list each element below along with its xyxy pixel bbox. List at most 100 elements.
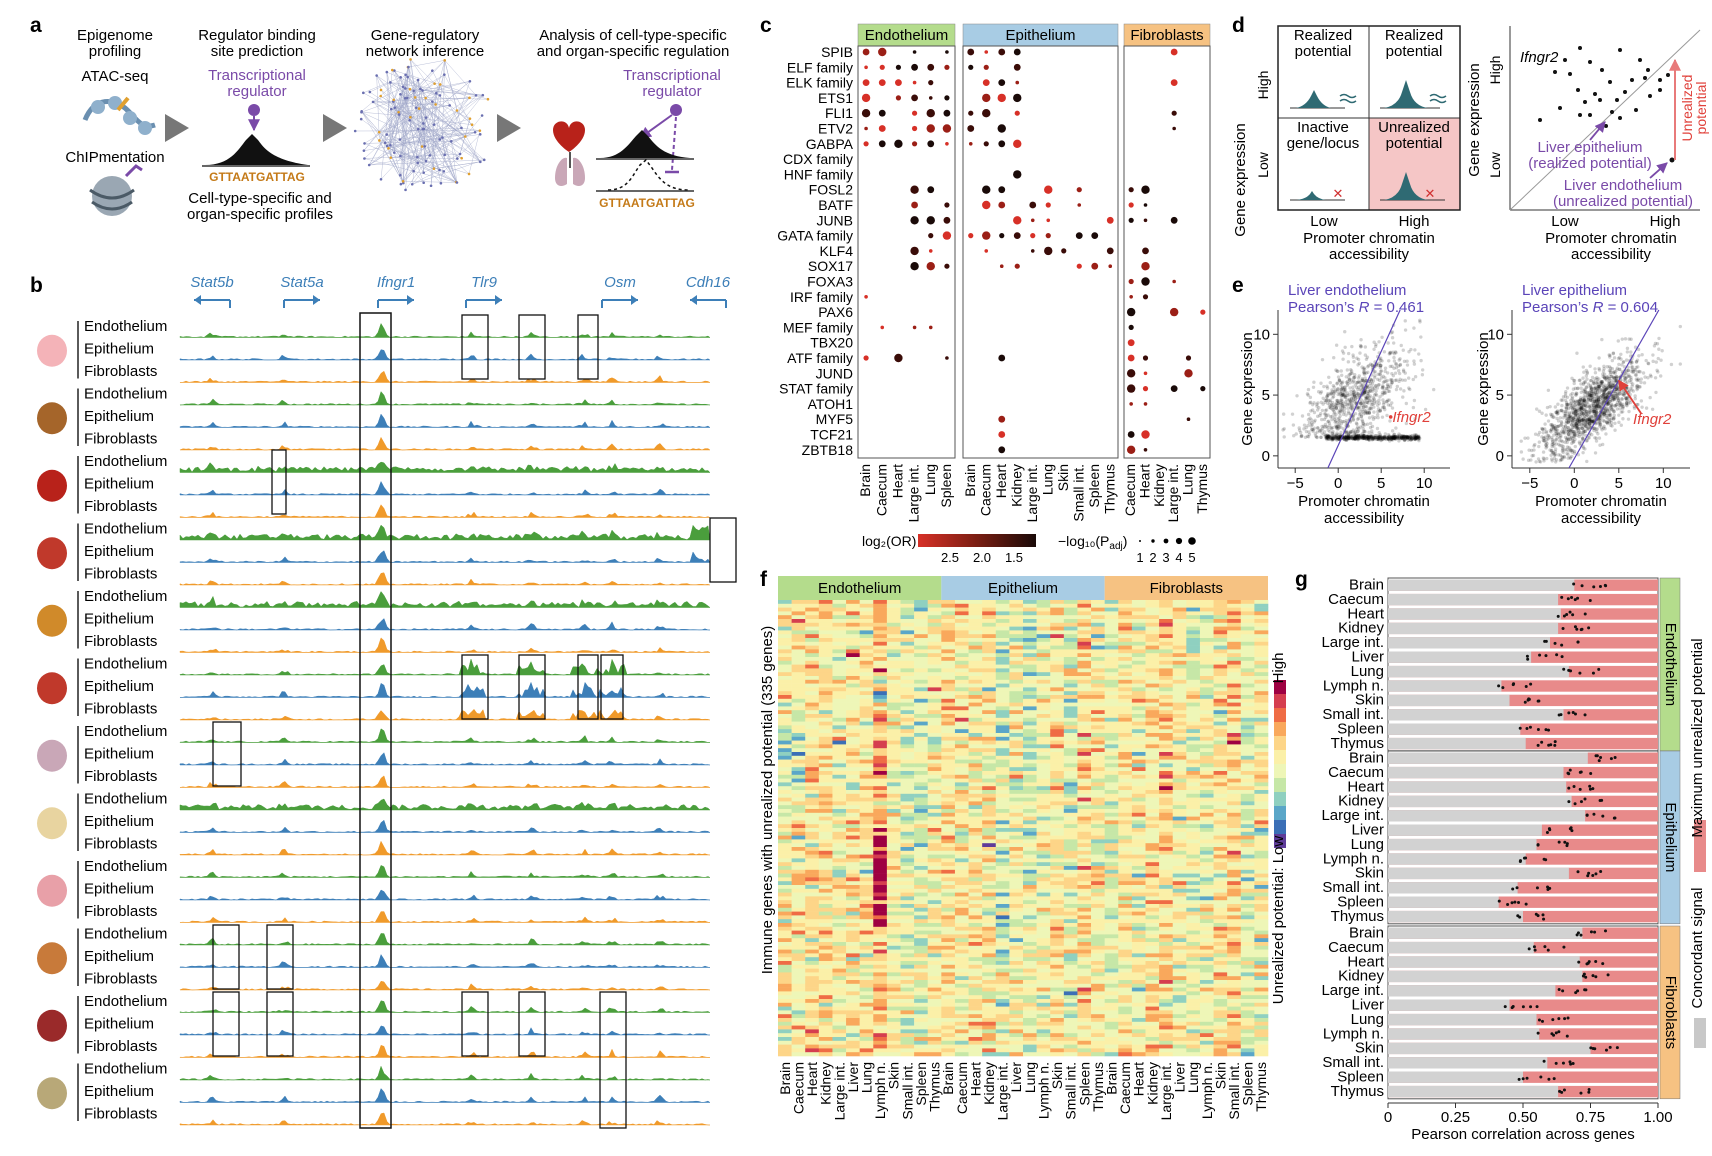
e-scatter-point bbox=[1395, 384, 1400, 389]
e-scatter-point bbox=[1578, 402, 1582, 406]
f-heatmap-cell bbox=[832, 835, 847, 840]
f-heatmap-cell bbox=[886, 911, 901, 916]
f-heatmap-cell bbox=[886, 1018, 901, 1023]
e-scatter-point bbox=[1420, 373, 1425, 377]
f-heatmap-cell bbox=[900, 1029, 915, 1034]
c-legend-size-tick: 4 bbox=[1175, 550, 1182, 565]
cell-type-label: Endothelium bbox=[84, 791, 167, 808]
f-heatmap-cell bbox=[914, 600, 929, 605]
f-heatmap-cell bbox=[818, 850, 833, 855]
d-scatter-point bbox=[1658, 78, 1662, 82]
e-scatter-point bbox=[1394, 366, 1399, 370]
c-enrichment-dot bbox=[984, 50, 989, 54]
f-heatmap-cell bbox=[886, 1002, 901, 1007]
f-heatmap-cell bbox=[927, 938, 942, 943]
e-scatter-point bbox=[1352, 376, 1356, 380]
f-heatmap-cell bbox=[818, 968, 833, 973]
f-heatmap-cell bbox=[886, 850, 901, 855]
f-heatmap-cell bbox=[873, 957, 888, 962]
f-heatmap-cell bbox=[927, 763, 942, 768]
e-scatter-point bbox=[1585, 459, 1589, 464]
e-scatter-point bbox=[1616, 339, 1620, 343]
f-heatmap-cell bbox=[900, 976, 915, 981]
f-heatmap-cell bbox=[859, 972, 874, 977]
e-scatter-point bbox=[1290, 412, 1295, 416]
f-heatmap-cell bbox=[805, 968, 820, 973]
f-heatmap-cell bbox=[873, 714, 888, 719]
f-heatmap-cell bbox=[914, 755, 929, 760]
f-heatmap-cell bbox=[859, 843, 874, 848]
f-heatmap-cell bbox=[818, 638, 833, 643]
f-heatmap-cell bbox=[859, 653, 874, 658]
network-node bbox=[404, 73, 407, 77]
f-heatmap-cell bbox=[859, 892, 874, 897]
e-scatter-point bbox=[1554, 429, 1559, 433]
f-heatmap-cell bbox=[927, 607, 942, 612]
e-scatter-point bbox=[1377, 430, 1381, 435]
d-xtick-high: High bbox=[1399, 213, 1430, 230]
e-scatter-point bbox=[1405, 363, 1410, 367]
f-heatmap-cell bbox=[778, 706, 792, 711]
f-heatmap-cell bbox=[818, 980, 833, 985]
f-heatmap-cell bbox=[873, 885, 888, 890]
f-heatmap-cell bbox=[778, 695, 792, 700]
f-heatmap-cell bbox=[791, 626, 806, 631]
f-heatmap-cell bbox=[791, 729, 806, 734]
cell-type-label: Epithelium bbox=[84, 408, 154, 425]
f-heatmap-cell bbox=[927, 957, 942, 962]
network-node bbox=[428, 154, 432, 157]
f-heatmap-cell bbox=[778, 619, 792, 624]
f-heatmap-cell bbox=[859, 828, 874, 833]
c-enrichment-dot bbox=[1141, 185, 1150, 194]
f-heatmap-cell bbox=[805, 672, 820, 677]
e-scatter-point bbox=[1346, 433, 1351, 438]
f-heatmap-cell bbox=[927, 603, 942, 608]
e-scatter-point bbox=[1358, 351, 1362, 355]
f-heatmap-cell bbox=[846, 641, 860, 646]
f-heatmap-cell bbox=[778, 911, 792, 916]
f-heatmap-cell bbox=[914, 698, 929, 703]
e-scatter-point bbox=[1292, 434, 1296, 438]
f-heatmap-cell bbox=[818, 790, 833, 795]
f-heatmap-cell bbox=[805, 683, 820, 688]
f-heatmap-cell bbox=[832, 771, 847, 776]
f-heatmap-cell bbox=[791, 702, 806, 707]
f-heatmap-cell bbox=[791, 721, 806, 726]
c-enrichment-dot bbox=[998, 354, 1006, 362]
d-q2-label-2: potential bbox=[1386, 43, 1443, 60]
f-heatmap-cell bbox=[886, 698, 901, 703]
f-heatmap-cell bbox=[900, 668, 915, 673]
f-heatmap-cell bbox=[927, 839, 942, 844]
network-node bbox=[424, 159, 428, 163]
cell-type-label: Epithelium bbox=[84, 678, 154, 695]
f-heatmap-cell bbox=[900, 812, 915, 817]
e-ylabel: Gene expression bbox=[1239, 332, 1256, 445]
f-heatmap-cell bbox=[846, 714, 860, 719]
c-enrichment-dot bbox=[968, 64, 974, 70]
f-heatmap-cell bbox=[859, 1029, 874, 1034]
c-enrichment-dot bbox=[1128, 202, 1134, 208]
f-heatmap-cell bbox=[805, 653, 820, 658]
f-heatmap-cell bbox=[818, 999, 833, 1004]
f-heatmap-cell bbox=[859, 1018, 874, 1023]
f-heatmap-cell bbox=[886, 1021, 901, 1026]
f-heatmap-cell bbox=[900, 801, 915, 806]
c-enrichment-dot bbox=[999, 264, 1004, 269]
f-heatmap-cell bbox=[832, 1040, 847, 1045]
network-node bbox=[438, 83, 442, 86]
f-heatmap-cell bbox=[846, 904, 860, 909]
f-heatmap-cell bbox=[873, 1010, 888, 1015]
f-heatmap-cell bbox=[873, 1006, 888, 1011]
a-step2-title-1: Regulator binding bbox=[198, 27, 316, 44]
cell-type-label: Epithelium bbox=[84, 341, 154, 358]
f-heatmap-cell bbox=[859, 774, 874, 779]
f-heatmap-cell bbox=[927, 748, 942, 753]
network-edge bbox=[390, 82, 483, 96]
f-heatmap-cell bbox=[791, 1033, 806, 1038]
e-scatter-point bbox=[1561, 444, 1565, 449]
e-scatter-point bbox=[1348, 372, 1352, 377]
f-heatmap-cell bbox=[886, 1044, 901, 1049]
f-heatmap-cell bbox=[886, 1010, 901, 1015]
f-heatmap-cell bbox=[900, 729, 915, 734]
c-enrichment-dot bbox=[1143, 371, 1148, 376]
